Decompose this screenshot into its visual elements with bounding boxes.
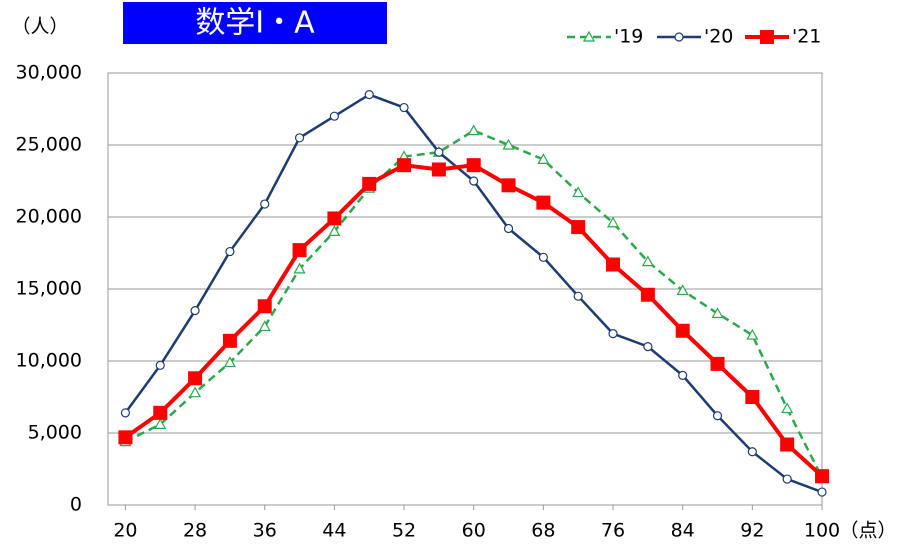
marker <box>608 329 618 339</box>
marker <box>678 370 688 380</box>
y-tick-label: 30,000 <box>16 62 82 84</box>
marker <box>153 405 168 420</box>
x-tick-label: 28 <box>183 520 207 542</box>
y-tick-label: 25,000 <box>16 134 82 156</box>
legend-label: '20 <box>704 26 733 48</box>
marker <box>676 284 689 296</box>
x-tick-label: 52 <box>392 520 416 542</box>
marker <box>537 153 550 164</box>
marker <box>467 124 480 136</box>
marker <box>293 262 306 274</box>
marker <box>190 306 200 316</box>
marker <box>294 133 305 143</box>
title-box <box>123 2 387 44</box>
x-tick-label: 36 <box>253 520 277 542</box>
marker <box>710 356 725 371</box>
x-tick-label: 44 <box>322 520 346 542</box>
series-line <box>124 129 824 479</box>
marker <box>329 111 339 121</box>
marker <box>675 323 690 338</box>
marker <box>606 257 621 272</box>
marker <box>747 447 757 457</box>
marker <box>712 411 723 421</box>
marker <box>503 223 514 234</box>
marker <box>573 291 583 301</box>
marker <box>538 252 548 262</box>
marker <box>536 195 551 210</box>
chart-title: 数学Ⅰ・A <box>195 6 315 41</box>
y-axis-label: （人） <box>11 16 68 38</box>
series-line <box>124 93 823 494</box>
x-tick-label: 68 <box>531 520 555 542</box>
legend-marker <box>674 32 684 42</box>
marker <box>745 390 760 404</box>
marker <box>607 216 620 228</box>
marker <box>469 176 479 186</box>
x-tick-label: 100 <box>804 520 840 542</box>
marker <box>640 287 655 302</box>
marker <box>782 474 792 484</box>
marker <box>223 356 236 368</box>
plot-border <box>107 72 823 506</box>
marker <box>781 402 794 414</box>
marker <box>257 299 272 314</box>
marker <box>780 437 795 452</box>
marker <box>572 186 585 198</box>
marker <box>501 178 516 193</box>
marker <box>643 342 653 352</box>
marker <box>364 89 374 100</box>
marker <box>222 333 237 348</box>
marker <box>327 211 342 226</box>
marker <box>154 418 167 429</box>
y-tick-label: 5,000 <box>28 422 82 444</box>
legend-marker <box>582 30 596 42</box>
marker <box>225 246 235 257</box>
legend-marker <box>760 30 774 44</box>
marker <box>399 102 409 113</box>
marker <box>155 360 165 370</box>
marker <box>362 176 377 191</box>
marker <box>571 220 586 235</box>
x-tick-label: 60 <box>462 520 486 542</box>
marker <box>189 386 202 398</box>
marker <box>292 243 307 258</box>
marker <box>431 162 446 177</box>
marker <box>817 487 827 497</box>
marker <box>466 158 481 173</box>
marker <box>434 147 444 157</box>
marker <box>328 225 341 236</box>
series-line <box>124 163 824 478</box>
marker <box>258 320 271 332</box>
x-tick-label: 92 <box>740 520 764 542</box>
marker <box>118 430 133 445</box>
marker <box>397 158 412 173</box>
marker <box>711 307 724 319</box>
marker <box>641 255 654 267</box>
legend-label: '19 <box>614 26 643 48</box>
y-tick-label: 0 <box>70 494 82 516</box>
marker <box>502 138 515 150</box>
marker <box>815 469 829 484</box>
legend-label: '21 <box>792 26 821 48</box>
marker <box>120 408 131 418</box>
marker <box>188 371 203 386</box>
x-tick-label: 20 <box>113 520 137 542</box>
marker <box>260 199 270 209</box>
y-tick-label: 15,000 <box>16 278 82 300</box>
y-tick-label: 20,000 <box>16 206 82 228</box>
x-tick-label: 84 <box>671 520 695 542</box>
x-axis-label: （点） <box>839 520 896 542</box>
marker <box>746 328 759 340</box>
y-tick-label: 10,000 <box>16 350 82 372</box>
x-tick-label: 76 <box>601 520 625 542</box>
